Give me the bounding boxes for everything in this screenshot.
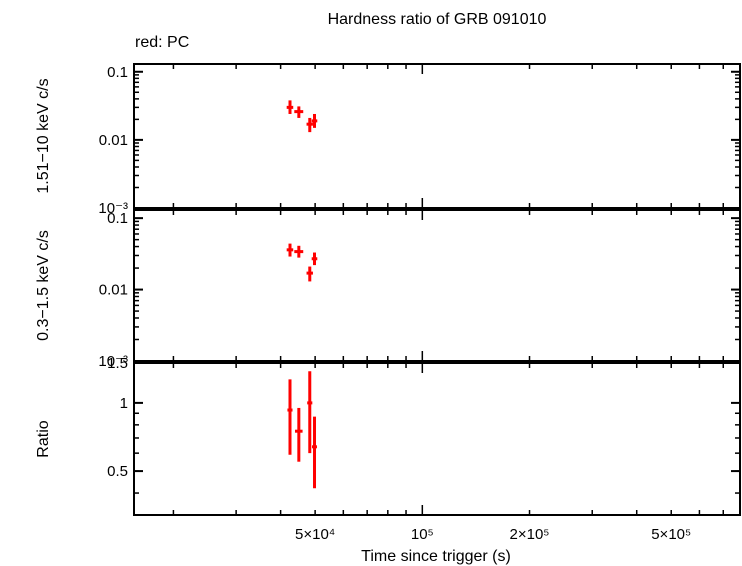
- x-axis-label: Time since trigger (s): [361, 548, 511, 565]
- y-tick-label: 0.5: [107, 463, 128, 480]
- y-tick-label: 10⁻³: [98, 353, 128, 370]
- data-point-ratio: [287, 379, 293, 455]
- data-point-soft: [286, 243, 294, 257]
- data-point-ratio: [312, 416, 317, 489]
- y-tick-label: 10⁻³: [98, 200, 128, 217]
- y-tick-label: 1.5: [107, 355, 128, 372]
- x-tick-label: 2×10⁵: [510, 526, 550, 543]
- data-point-soft: [294, 245, 304, 258]
- data-point-ratio: [307, 371, 313, 454]
- y-axis-label-ratio: Ratio: [35, 420, 52, 457]
- panel-frame-soft: [133, 209, 741, 362]
- legend-note: red: PC: [135, 34, 189, 51]
- panel-frame-ratio: [133, 362, 741, 516]
- y-tick-label: 0.1: [107, 210, 128, 227]
- data-point-ratio: [295, 407, 303, 462]
- y-tick-label: 0.01: [99, 132, 128, 149]
- y-tick-label: 1: [120, 395, 128, 412]
- x-tick-label: 10⁵: [411, 526, 434, 543]
- y-axis-label-soft: 0.3−1.5 keV c/s: [35, 230, 52, 341]
- data-point-hard: [286, 100, 294, 114]
- y-axis-label-hard: 1.51−10 keV c/s: [35, 78, 52, 193]
- chart-title: Hardness ratio of GRB 091010: [328, 11, 547, 28]
- y-tick-label: 0.1: [107, 64, 128, 81]
- data-point-soft: [306, 266, 313, 282]
- x-tick-label: 5×10⁴: [295, 526, 335, 543]
- panel-frame-hard: [133, 63, 741, 209]
- data-point-hard: [294, 106, 304, 118]
- data-point-soft: [311, 252, 318, 266]
- data-point-hard: [311, 113, 318, 128]
- x-tick-label: 5×10⁵: [651, 526, 691, 543]
- data-point-hard: [306, 117, 313, 133]
- panels-group: 0.1 0.01 10⁻³ 1.51−10 keV c/s 0.1 0.01 10⁻³ 0.3…: [35, 63, 741, 543]
- y-tick-label: 0.01: [99, 282, 128, 299]
